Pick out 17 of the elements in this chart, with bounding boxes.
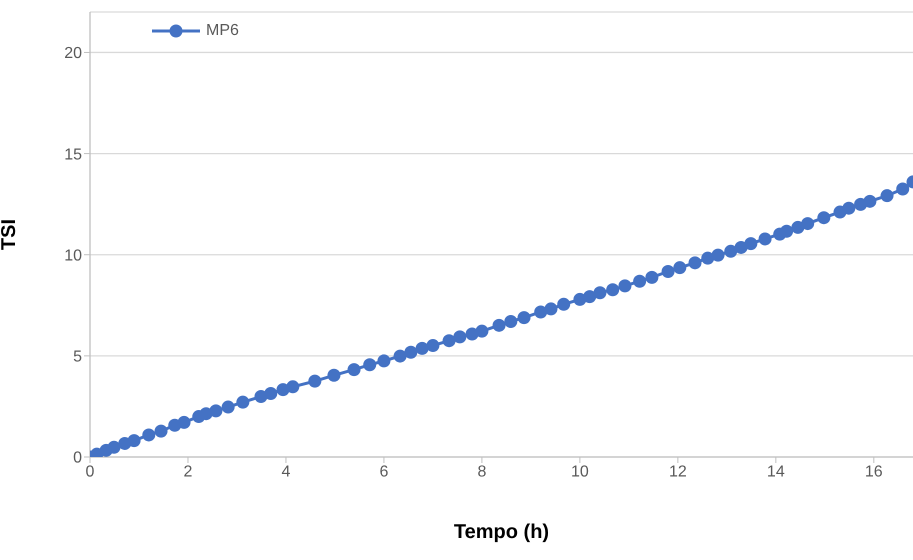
y-tick-label: 15 bbox=[64, 146, 82, 164]
y-tick-label: 0 bbox=[73, 450, 82, 467]
y-tick-label: 20 bbox=[64, 45, 82, 62]
x-tick-label: 14 bbox=[766, 463, 785, 480]
x-tick-label: 10 bbox=[570, 463, 589, 480]
x-axis-title: Tempo (h) bbox=[454, 521, 550, 543]
x-tick-label: 16 bbox=[864, 463, 883, 480]
y-tick-label: 10 bbox=[64, 247, 82, 264]
x-tick-label: 2 bbox=[184, 463, 193, 480]
x-tick-label: 8 bbox=[477, 463, 486, 480]
legend-label: MP6 bbox=[206, 22, 239, 40]
y-axis-title: TSI bbox=[0, 218, 20, 250]
x-tick-label: 12 bbox=[668, 463, 687, 480]
x-tick-label: 0 bbox=[86, 463, 95, 480]
x-tick-label: 4 bbox=[282, 463, 290, 480]
y-tick-label: 5 bbox=[73, 348, 82, 366]
x-tick-label: 6 bbox=[379, 463, 388, 480]
